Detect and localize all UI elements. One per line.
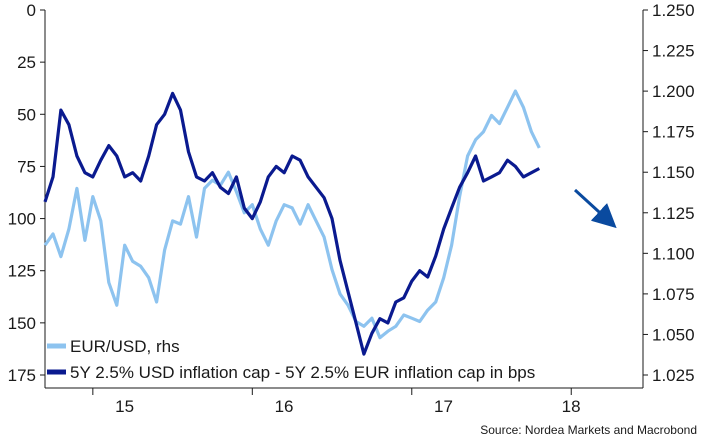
left-tick-label: 100 — [8, 210, 36, 229]
legend-label: 5Y 2.5% USD inflation cap - 5Y 2.5% EUR … — [70, 363, 535, 382]
legend: EUR/USD, rhs 5Y 2.5% USD inflation cap - … — [47, 337, 535, 382]
left-tick-label: 75 — [17, 157, 36, 176]
left-tick-label: 125 — [8, 262, 36, 281]
left-tick-label: 175 — [8, 366, 36, 385]
series-lines — [43, 89, 541, 356]
right-tick-label: 1.050 — [652, 325, 695, 344]
x-tick-label: 17 — [434, 397, 453, 416]
left-tick-label: 25 — [17, 53, 36, 72]
x-axis: 15 16 17 18 — [45, 387, 643, 416]
left-tick-label: 0 — [27, 1, 36, 20]
x-tick-label: 15 — [115, 397, 134, 416]
right-tick-label: 1.025 — [652, 366, 695, 385]
left-y-axis: 0 25 50 75 100 125 150 175 — [8, 1, 46, 388]
series-inflation-cap-spread-line — [43, 91, 541, 356]
x-tick-label: 18 — [562, 397, 581, 416]
trend-arrow — [573, 188, 617, 229]
right-tick-label: 1.200 — [652, 82, 695, 101]
right-tick-label: 1.150 — [652, 163, 695, 182]
right-tick-label: 1.100 — [652, 244, 695, 263]
x-tick-label: 16 — [275, 397, 294, 416]
legend-label: EUR/USD, rhs — [70, 337, 180, 356]
right-tick-label: 1.075 — [652, 285, 695, 304]
right-y-axis: 1.250 1.225 1.200 1.175 1.150 1.125 1.100 1.075… — [642, 1, 695, 388]
left-tick-label: 50 — [17, 105, 36, 124]
left-tick-label: 150 — [8, 314, 36, 333]
source-label: Source: Nordea Markets and Macrobond — [480, 423, 697, 437]
right-tick-label: 1.225 — [652, 42, 695, 61]
series-eurusd-line — [43, 89, 541, 340]
right-tick-label: 1.125 — [652, 204, 695, 223]
right-tick-label: 1.175 — [652, 123, 695, 142]
right-tick-label: 1.250 — [652, 1, 695, 20]
trend-arrow-line — [573, 188, 617, 229]
